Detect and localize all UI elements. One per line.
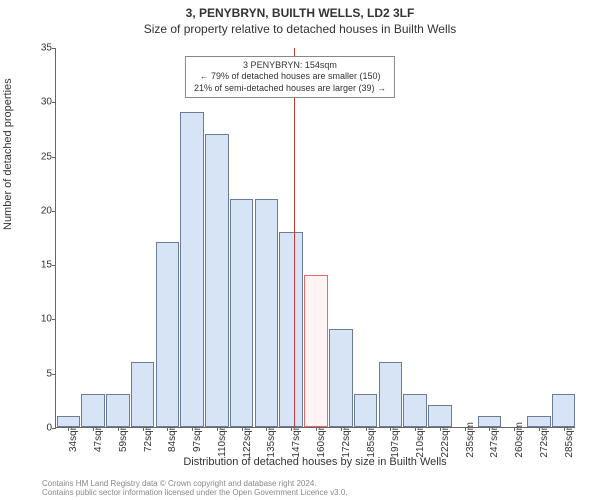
bar — [354, 394, 378, 427]
ytick-label: 20 — [28, 205, 52, 216]
xtick-label: 272sqm — [539, 422, 550, 458]
xtick-label: 160sqm — [316, 422, 327, 458]
xtick-label: 172sqm — [341, 422, 352, 458]
xtick-label: 197sqm — [390, 422, 401, 458]
footer-attribution: Contains HM Land Registry data © Crown c… — [42, 479, 348, 498]
bar — [57, 416, 81, 427]
bar — [379, 362, 403, 427]
xtick-label: 260sqm — [514, 422, 525, 458]
ytick-label: 10 — [28, 314, 52, 325]
bar — [552, 394, 576, 427]
bar — [81, 394, 105, 427]
xtick-label: 285sqm — [564, 422, 575, 458]
xtick-label: 222sqm — [440, 422, 451, 458]
annotation-line: ← 79% of detached houses are smaller (15… — [194, 71, 386, 82]
xtick-label: 135sqm — [266, 422, 277, 458]
bar — [131, 362, 155, 427]
xtick-label: 247sqm — [489, 422, 500, 458]
plot-region: 0510152025303534sqm47sqm59sqm72sqm84sqm9… — [55, 48, 575, 428]
ytick-label: 15 — [28, 260, 52, 271]
bar — [279, 232, 303, 427]
marker-line — [294, 48, 295, 427]
xtick-label: 185sqm — [366, 422, 377, 458]
footer-line-1: Contains HM Land Registry data © Crown c… — [42, 479, 348, 489]
bar — [230, 199, 254, 427]
xtick-label: 235sqm — [465, 422, 476, 458]
ytick-label: 5 — [28, 368, 52, 379]
y-axis-label: Number of detached properties — [2, 78, 14, 230]
bar-highlight — [304, 275, 328, 427]
bar — [527, 416, 551, 427]
footer-line-2: Contains public sector information licen… — [42, 488, 348, 498]
x-axis-label: Distribution of detached houses by size … — [55, 456, 575, 468]
chart-area: 0510152025303534sqm47sqm59sqm72sqm84sqm9… — [55, 48, 575, 428]
ytick-label: 25 — [28, 151, 52, 162]
annotation-box: 3 PENYBRYN: 154sqm← 79% of detached hous… — [185, 56, 395, 98]
bar — [329, 329, 353, 427]
bar — [403, 394, 427, 427]
bar — [205, 134, 229, 427]
bar — [156, 242, 180, 427]
chart-super-title: 3, PENYBRYN, BUILTH WELLS, LD2 3LF — [0, 6, 600, 20]
xtick-label: 122sqm — [242, 422, 253, 458]
xtick-label: 210sqm — [415, 422, 426, 458]
ytick-label: 0 — [28, 423, 52, 434]
bar — [478, 416, 502, 427]
annotation-line: 21% of semi-detached houses are larger (… — [194, 83, 386, 94]
bar — [106, 394, 130, 427]
xtick-label: 110sqm — [217, 422, 228, 457]
bar — [255, 199, 279, 427]
chart-sub-title: Size of property relative to detached ho… — [0, 22, 600, 36]
bar — [428, 405, 452, 427]
annotation-line: 3 PENYBRYN: 154sqm — [194, 60, 386, 71]
xtick-label: 147sqm — [291, 422, 302, 458]
ytick-label: 30 — [28, 97, 52, 108]
ytick-label: 35 — [28, 43, 52, 54]
bar — [180, 112, 204, 427]
